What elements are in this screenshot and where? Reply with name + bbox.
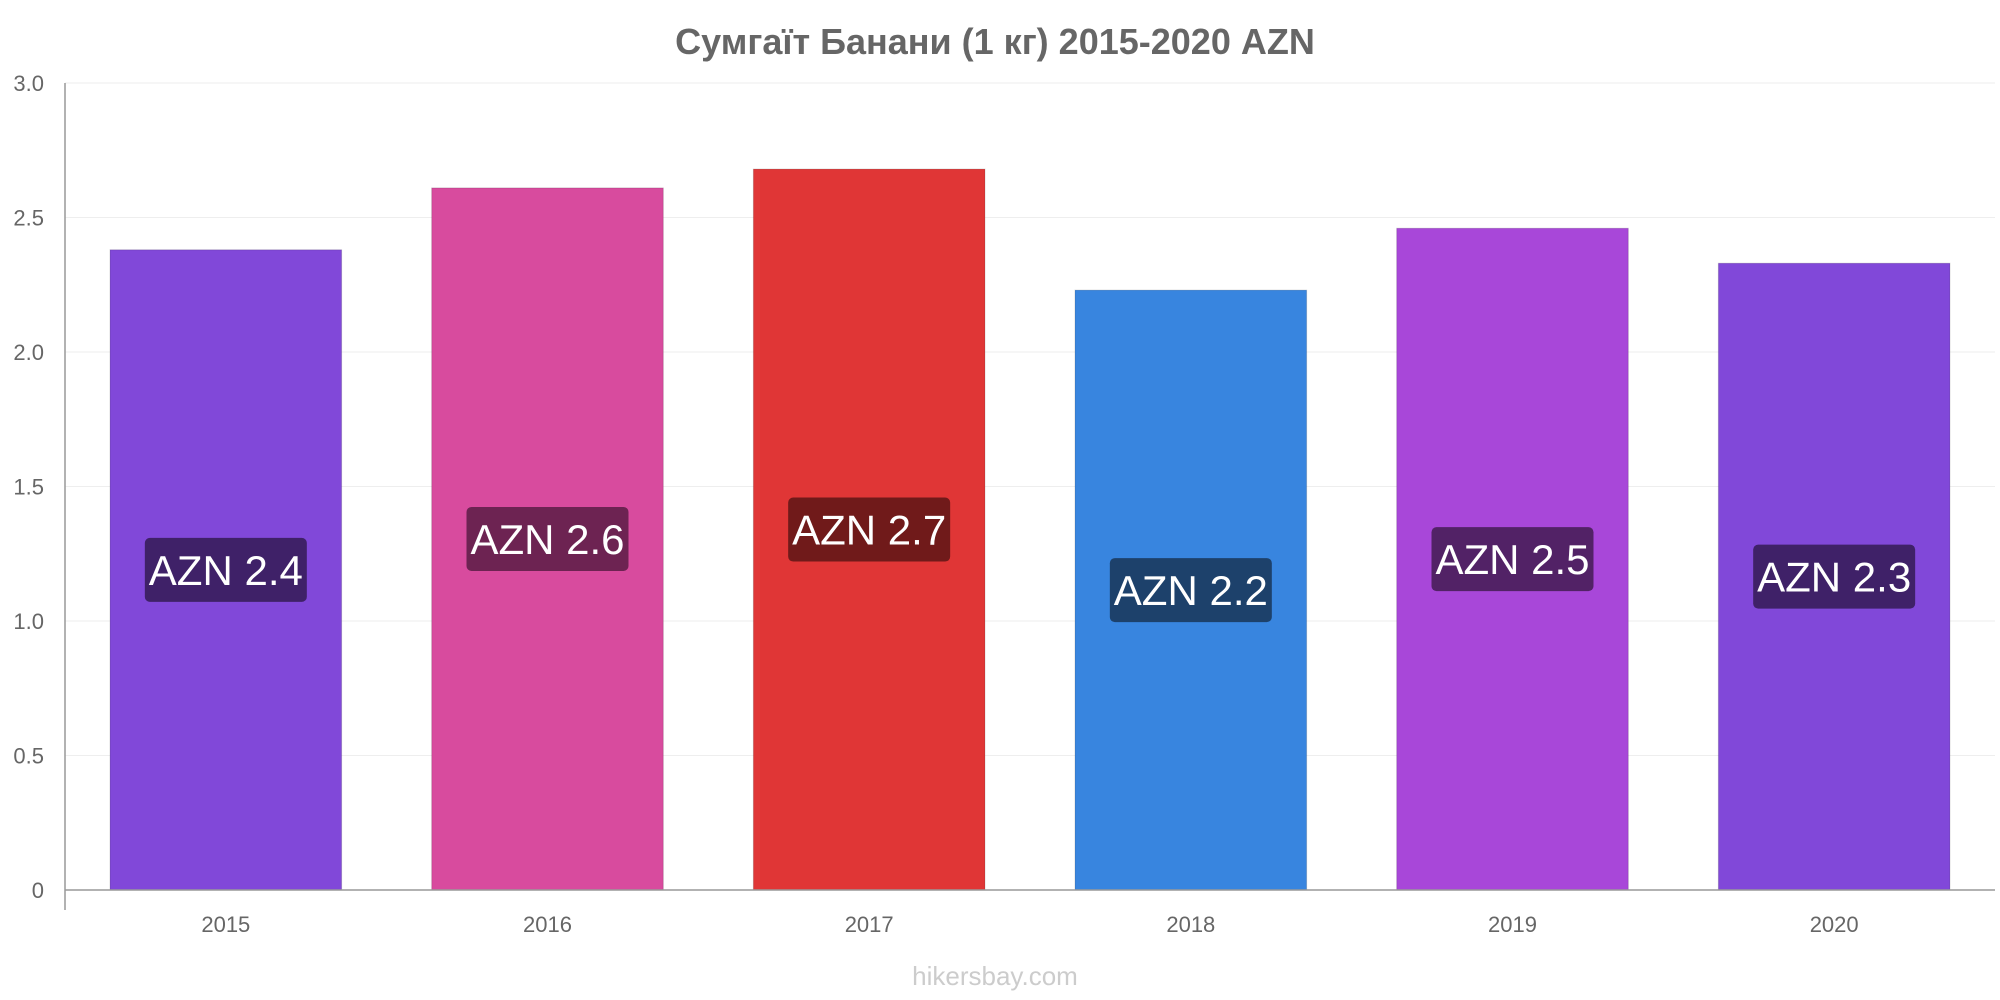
data-label: AZN 2.7: [792, 507, 946, 554]
bars: [109, 168, 1951, 891]
y-tick-label: 1.5: [13, 475, 44, 500]
x-tick-label: 2016: [523, 912, 572, 937]
data-label-box: [1109, 558, 1272, 623]
axes: 0 0.5 1.0 1.5 2.0 2.5 3.0 2015 2016 2017 2018 2019 2…: [13, 71, 1995, 937]
y-tick-label: 2.0: [13, 340, 44, 365]
data-label: AZN 2.3: [1757, 554, 1911, 601]
grid-lines: [65, 82, 1995, 756]
data-label-box: [788, 497, 951, 562]
x-tick-label: 2015: [201, 912, 250, 937]
data-label-box: [466, 506, 629, 571]
y-tick-label: 0: [32, 878, 44, 903]
x-tick-label: 2017: [845, 912, 894, 937]
chart-title: Сумгаїт Банани (1 кг) 2015-2020 AZN: [675, 21, 1315, 62]
data-labels: AZN 2.4 AZN 2.6 AZN 2.7 AZN 2.2 AZN 2.5 AZN 2…: [144, 497, 1916, 623]
y-tick-label: 0.5: [13, 744, 44, 769]
x-tick-label: 2018: [1166, 912, 1215, 937]
data-label: AZN 2.2: [1114, 567, 1268, 614]
x-tick-label: 2020: [1810, 912, 1859, 937]
x-tick-label: 2019: [1488, 912, 1537, 937]
y-tick-label: 2.5: [13, 206, 44, 231]
data-label: AZN 2.6: [470, 516, 624, 563]
data-label-box: [1753, 544, 1916, 609]
watermark-text: hikersbay.com: [912, 961, 1078, 991]
data-label-box: [144, 537, 307, 602]
data-label: AZN 2.4: [149, 547, 303, 594]
data-label-box: [1431, 527, 1594, 592]
y-tick-label: 1.0: [13, 609, 44, 634]
data-label: AZN 2.5: [1435, 536, 1589, 583]
y-tick-label: 3.0: [13, 71, 44, 96]
